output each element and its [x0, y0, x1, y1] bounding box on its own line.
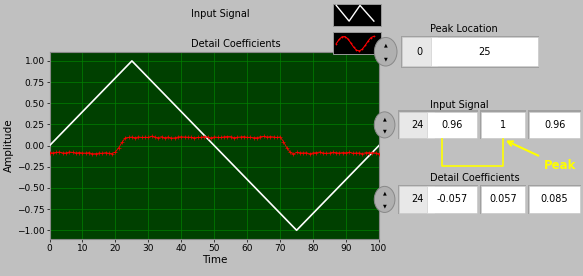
Circle shape — [374, 186, 395, 213]
Text: ▲: ▲ — [382, 116, 387, 121]
Text: 24: 24 — [411, 120, 423, 130]
Text: Peak Location: Peak Location — [430, 24, 498, 34]
FancyBboxPatch shape — [528, 110, 581, 139]
FancyBboxPatch shape — [427, 112, 477, 138]
Y-axis label: Amplitude: Amplitude — [4, 119, 15, 172]
FancyBboxPatch shape — [480, 185, 526, 214]
FancyBboxPatch shape — [480, 110, 526, 139]
FancyBboxPatch shape — [430, 36, 539, 68]
Text: -0.057: -0.057 — [436, 194, 468, 205]
Text: ▼: ▼ — [382, 129, 387, 134]
Text: Detail Coefficients: Detail Coefficients — [430, 173, 519, 183]
FancyBboxPatch shape — [529, 186, 580, 213]
Text: Peak: Peak — [508, 141, 576, 172]
Text: 0: 0 — [416, 47, 423, 57]
Text: ▼: ▼ — [382, 203, 387, 208]
Text: Detail Coefficients: Detail Coefficients — [191, 39, 280, 49]
Text: 25: 25 — [479, 47, 491, 57]
FancyBboxPatch shape — [426, 110, 478, 139]
Text: 1: 1 — [500, 120, 506, 130]
X-axis label: Time: Time — [202, 255, 227, 266]
FancyBboxPatch shape — [529, 112, 580, 138]
Text: ▲: ▲ — [384, 42, 388, 47]
FancyBboxPatch shape — [399, 112, 434, 138]
FancyBboxPatch shape — [482, 186, 525, 213]
FancyBboxPatch shape — [399, 186, 434, 213]
Text: Input Signal: Input Signal — [191, 9, 249, 19]
Text: 0.057: 0.057 — [489, 194, 517, 205]
Text: 0.085: 0.085 — [541, 194, 568, 205]
FancyBboxPatch shape — [482, 112, 525, 138]
FancyBboxPatch shape — [426, 185, 478, 214]
FancyBboxPatch shape — [427, 186, 477, 213]
Circle shape — [374, 38, 397, 66]
FancyBboxPatch shape — [333, 32, 381, 54]
Text: 0.96: 0.96 — [441, 120, 462, 130]
Text: ▼: ▼ — [384, 56, 388, 61]
FancyBboxPatch shape — [398, 110, 436, 139]
FancyBboxPatch shape — [398, 185, 436, 214]
Text: ▲: ▲ — [382, 190, 387, 195]
FancyBboxPatch shape — [431, 37, 538, 66]
Text: 24: 24 — [411, 194, 423, 205]
FancyBboxPatch shape — [402, 37, 437, 66]
Text: 0.96: 0.96 — [544, 120, 566, 130]
FancyBboxPatch shape — [333, 4, 381, 26]
FancyBboxPatch shape — [401, 36, 438, 68]
Circle shape — [374, 112, 395, 138]
Text: Input Signal: Input Signal — [430, 100, 489, 110]
FancyBboxPatch shape — [528, 185, 581, 214]
